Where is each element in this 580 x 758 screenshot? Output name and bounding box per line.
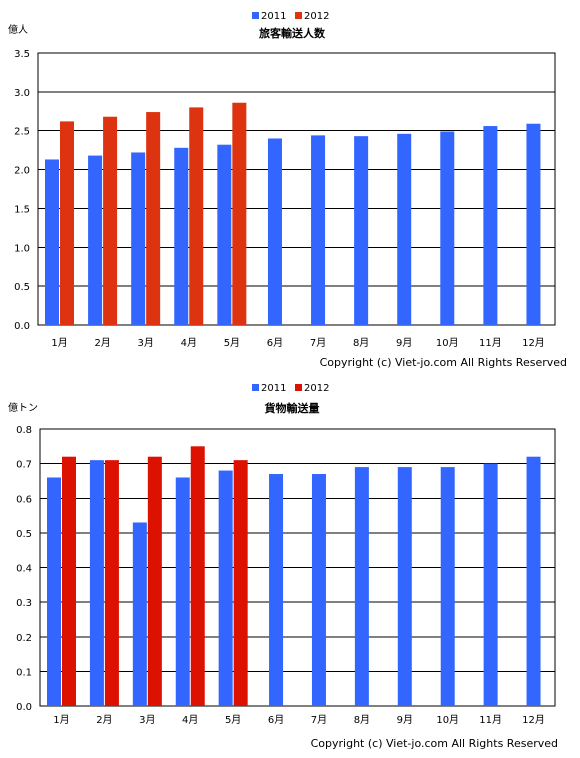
y-tick-label: 3.5 [14,49,30,60]
legend-swatch-2012 [295,12,302,19]
x-tick-label: 12月 [522,714,545,726]
passenger-chart: 2011 2012 旅客輸送人数 億人 0.0 0.5 1.0 1.5 2.0 2.5 3.0 3.5… [0,0,580,375]
bar-2012 [189,107,204,326]
bar-2012 [146,112,161,325]
y-tick-label: 2.0 [14,166,30,177]
bar-2011 [483,463,498,706]
freight-chart: 2011 2012 貨物輸送量 億トン 0.0 0.1 0.2 0.3 0.4 0.5 0.6 0.7… [0,375,580,758]
y-tick-label: 0.8 [16,425,32,436]
x-tick-label: 11月 [479,714,502,726]
y-tick-label: 0.0 [16,702,32,713]
bar-2012 [233,460,248,706]
x-tick-label: 4月 [181,337,197,349]
y-tick-label: 1.0 [14,243,30,254]
y-tick-label: 0.7 [16,460,32,471]
bar-2011 [397,133,412,325]
y-tick-label: 0.4 [16,564,32,575]
bar-2011 [526,456,541,706]
x-tick-label: 2月 [96,714,112,726]
y-tick-label: 0.5 [14,282,30,293]
bar-2011 [47,477,61,706]
bar-2011 [397,467,412,706]
bar-2011 [45,159,59,325]
bar-2011 [88,155,103,325]
y-tick-label: 0.2 [16,633,32,644]
bar-2011 [354,467,369,706]
bar-2011 [218,470,233,706]
legend-swatch-2011 [252,384,259,391]
bar-2012 [60,121,74,325]
x-tick-label: 10月 [436,337,459,349]
bar-2011 [174,147,189,325]
bar-2011 [267,138,282,325]
x-tick-label: 8月 [353,337,369,349]
x-tick-label: 8月 [354,714,370,726]
x-tick-label: 10月 [436,714,459,726]
x-tick-label: 5月 [225,714,241,726]
y-tick-label: 0.0 [14,321,30,332]
bar-2012 [62,456,76,706]
bar-2011 [440,467,455,706]
x-tick-label: 7月 [310,337,326,349]
legend-label-2012: 2012 [304,11,329,22]
x-tick-label: 7月 [311,714,327,726]
y-tick-label: 0.1 [16,667,32,678]
x-tick-label: 9月 [396,337,412,349]
bar-2011 [217,144,232,325]
bar-2011 [483,126,498,326]
x-tick-label: 1月 [53,714,69,726]
x-tick-label: 9月 [397,714,413,726]
bar-2012 [103,116,118,326]
bar-2011 [132,522,147,706]
y-axis-label: 億人 [8,23,28,36]
y-tick-label: 1.5 [14,204,30,215]
bar-2011 [131,152,146,325]
passenger-chart-svg: 2011 2012 旅客輸送人数 億人 0.0 0.5 1.0 1.5 2.0 2.5 3.0 3.5… [8,11,567,369]
bar-2012 [232,102,247,325]
chart-title: 旅客輸送人数 [259,26,326,40]
freight-chart-svg: 2011 2012 貨物輸送量 億トン 0.0 0.1 0.2 0.3 0.4 0.5 0.6 0.7… [8,383,558,750]
legend-label-2012: 2012 [304,383,329,394]
bar-2011 [526,123,541,325]
bar-2011 [311,474,326,706]
bar-2011 [354,136,369,325]
bar-2011 [269,474,284,706]
y-tick-label: 0.6 [16,494,32,505]
x-tick-label: 2月 [94,337,110,349]
copyright-text: Copyright (c) Viet-jo.com All Rights Res… [320,356,567,369]
y-tick-label: 0.3 [16,598,32,609]
y-axis-label: 億トン [8,401,38,414]
legend-label-2011: 2011 [261,383,286,394]
bar-2011 [311,135,326,325]
bar-2011 [89,460,104,706]
x-tick-label: 6月 [268,714,284,726]
x-tick-label: 3月 [139,714,155,726]
legend-swatch-2012 [295,384,302,391]
bar-2011 [440,131,455,325]
plot-frame [39,428,556,707]
y-tick-label: 0.5 [16,529,32,540]
copyright-text: Copyright (c) Viet-jo.com All Rights Res… [311,737,558,750]
x-tick-label: 4月 [182,714,198,726]
bar-2012 [190,446,205,706]
x-tick-label: 6月 [267,337,283,349]
x-tick-label: 11月 [479,337,502,349]
x-tick-label: 5月 [224,337,240,349]
legend-label-2011: 2011 [261,11,286,22]
legend-swatch-2011 [252,12,259,19]
x-tick-label: 3月 [138,337,154,349]
bar-2011 [175,477,190,706]
y-tick-label: 2.5 [14,127,30,138]
x-tick-label: 1月 [51,337,67,349]
bar-2012 [147,456,162,706]
y-tick-label: 3.0 [14,88,30,99]
chart-title: 貨物輸送量 [265,401,320,415]
bar-2012 [104,460,119,706]
plot-frame [37,52,556,326]
x-tick-label: 12月 [522,337,545,349]
